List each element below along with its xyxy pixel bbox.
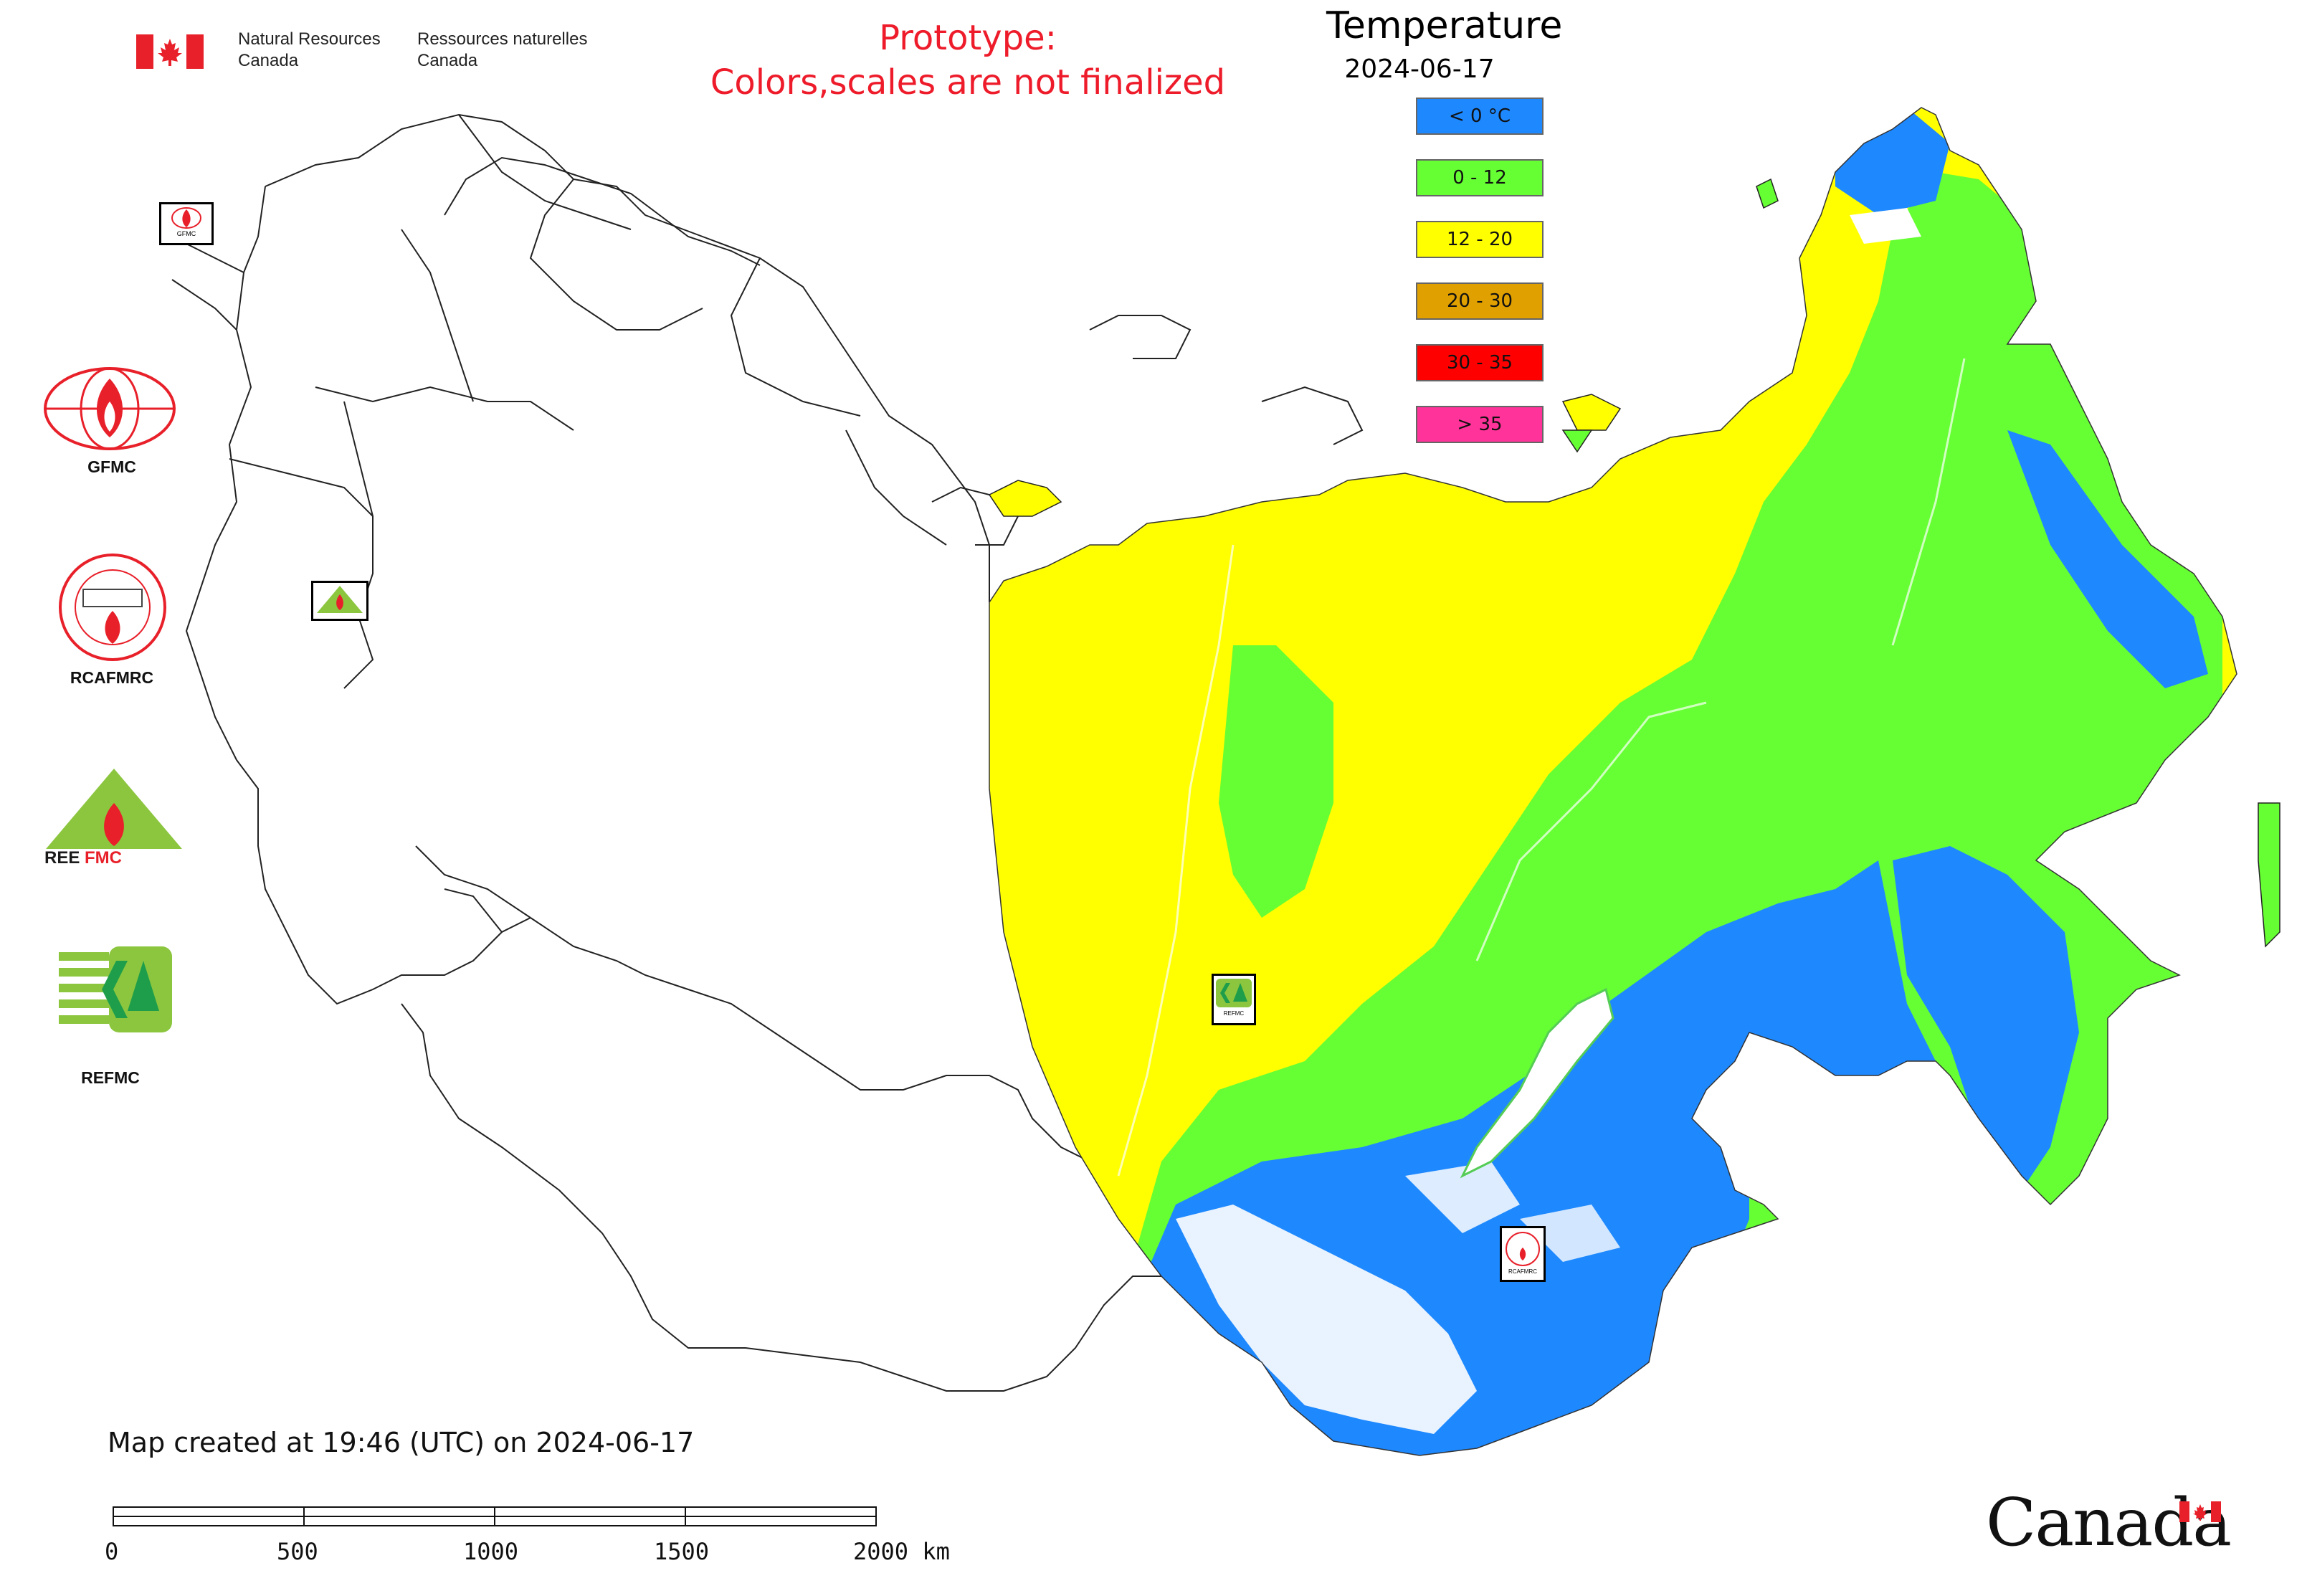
- scale-bar: [113, 1506, 877, 1526]
- legend-item-below-0: < 0 °C: [1416, 98, 1544, 135]
- nrcan-signature: Natural Resources Canada Ressources natu…: [136, 29, 609, 75]
- legend-date: 2024-06-17: [1344, 54, 1495, 84]
- refmc-label: REFMC: [81, 1068, 140, 1087]
- svg-text:REE: REE: [44, 848, 80, 868]
- legend-item-20-30: 20 - 30: [1416, 282, 1544, 320]
- gfmc-label: GFMC: [87, 457, 136, 476]
- rcafmrc-logo: [59, 554, 166, 661]
- scale-tick-500: 500: [277, 1538, 318, 1565]
- zone-no-data: [1176, 1205, 1477, 1434]
- reefmc-logo: REE FMC: [39, 769, 189, 868]
- canada-wordmark-flag-icon: [2179, 1501, 2221, 1522]
- legend-item-0-12: 0 - 12: [1416, 159, 1544, 196]
- refmc-map-marker[interactable]: REFMC: [1212, 974, 1256, 1025]
- prototype-notice: Prototype: Colors,scales are not finaliz…: [645, 16, 1290, 105]
- scale-tick-1000: 1000: [463, 1538, 519, 1565]
- rcafmrc-label: RCAFMRC: [70, 668, 154, 687]
- legend-item-30-35: 30 - 35: [1416, 344, 1544, 381]
- rcafmrc-marker-icon: [1506, 1232, 1540, 1266]
- reefmc-map-marker[interactable]: [311, 581, 368, 621]
- refmc-marker-icon: [1216, 979, 1252, 1007]
- org-name-fr: Ressources naturelles Canada: [417, 29, 588, 70]
- scale-tick-1500: 1500: [654, 1538, 710, 1565]
- temperature-raster: [989, 108, 2237, 1455]
- prototype-line2: Colors,scales are not finalized: [710, 62, 1226, 103]
- scale-tick-0: 0: [105, 1538, 119, 1565]
- gfmc-marker-icon: [171, 207, 201, 229]
- org-name-en: Natural Resources Canada: [238, 29, 381, 70]
- svg-text:FMC: FMC: [85, 848, 122, 868]
- canada-flag-icon: [136, 34, 204, 69]
- legend-item-12-20: 12 - 20: [1416, 221, 1544, 258]
- legend-item-above-35: > 35: [1416, 406, 1544, 443]
- rcafmrc-map-marker[interactable]: RCAFMRC: [1500, 1226, 1546, 1282]
- prototype-line1: Prototype:: [879, 18, 1057, 58]
- scale-tick-2000: 2000 km: [853, 1538, 950, 1565]
- legend-title: Temperature: [1326, 4, 1563, 47]
- refmc-logo: [59, 946, 173, 1032]
- gfmc-logo: [44, 367, 176, 450]
- canada-wordmark: Canada: [1986, 1484, 2232, 1561]
- reefmc-marker-icon: [317, 586, 363, 613]
- arctic-islands: [988, 394, 1622, 517]
- gfmc-map-marker[interactable]: GFMC: [159, 202, 214, 245]
- map-created-timestamp: Map created at 19:46 (UTC) on 2024-06-17: [108, 1427, 695, 1458]
- lake-baikal: [1460, 987, 1614, 1179]
